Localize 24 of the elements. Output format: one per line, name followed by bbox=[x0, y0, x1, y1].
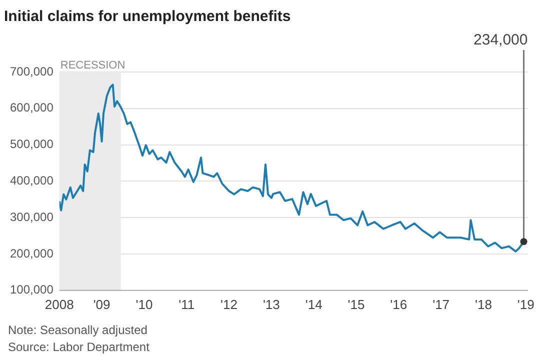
y-tick-label: 300,000 bbox=[10, 210, 54, 224]
x-tick-label: '11 bbox=[178, 296, 195, 312]
y-tick-label: 600,000 bbox=[10, 100, 54, 115]
chart-title: Initial claims for unemployment benefits bbox=[4, 8, 291, 26]
y-tick-label: 700,000 bbox=[10, 64, 54, 78]
x-tick-label: '19 bbox=[517, 296, 534, 312]
x-tick-label: '14 bbox=[305, 296, 322, 312]
x-tick-label: '16 bbox=[390, 296, 408, 312]
y-tick-label: 100,000 bbox=[10, 282, 54, 297]
y-tick-label: 400,000 bbox=[10, 174, 54, 188]
x-tick-label: '12 bbox=[220, 296, 238, 312]
text: Note: Seasonally adjusted bbox=[8, 323, 148, 337]
x-tick-label: '17 bbox=[432, 296, 450, 312]
x-tick-label: '10 bbox=[136, 296, 153, 312]
x-tick-label: 2008 bbox=[44, 296, 74, 312]
x-tick-label: '09 bbox=[93, 296, 110, 312]
x-tick-label: '15 bbox=[348, 296, 365, 312]
band-label: RECESSION bbox=[60, 60, 126, 72]
source-note: Source: Labor Department bbox=[8, 340, 150, 354]
x-tick-label: '18 bbox=[474, 296, 492, 312]
x-tick-label: '13 bbox=[262, 296, 280, 312]
y-tick-label: 500,000 bbox=[10, 137, 54, 152]
annotation: 234,000 bbox=[474, 32, 528, 49]
y-tick-label: 200,000 bbox=[10, 246, 54, 260]
